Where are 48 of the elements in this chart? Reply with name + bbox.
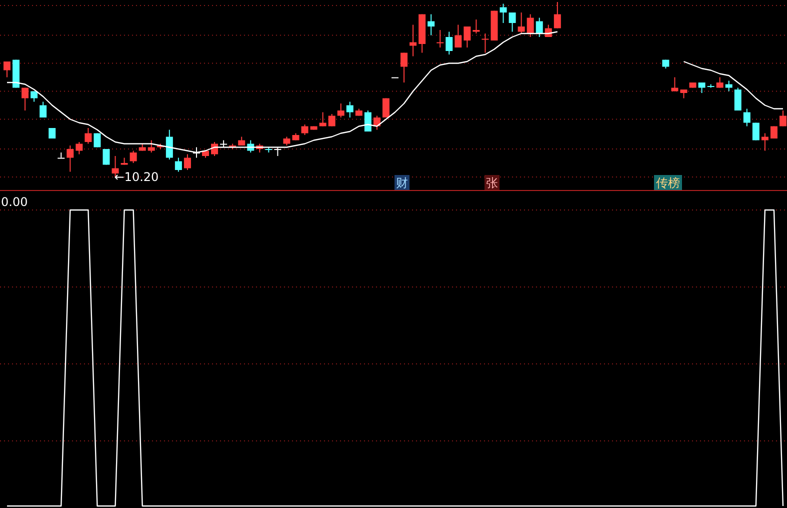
candlestick [400,52,408,83]
candlestick [734,87,742,111]
candlestick [184,154,191,170]
candlestick [743,108,750,127]
candlestick [301,124,308,136]
candlestick [22,87,29,111]
annotation: 张 [486,176,498,190]
candlestick [76,142,83,155]
candlestick [472,19,480,34]
candlestick [780,110,786,127]
annotation: 财 [396,176,408,190]
candlestick [84,128,92,144]
candlestick [554,2,561,29]
candlestick [671,76,678,92]
candlestick [518,12,525,34]
candlestick [94,132,101,148]
annotation: 传榜 [656,176,680,190]
candlestick [174,157,182,172]
candlestick [328,114,336,127]
candlestick [148,140,155,153]
candlestick [446,31,453,55]
candlestick [436,30,444,48]
candlestick [428,14,435,36]
candlestick [346,101,354,118]
candlestick [752,122,760,141]
candlestick [716,76,724,88]
candlestick [319,112,326,127]
candlestick [102,148,110,166]
candlestick [508,12,516,32]
candlestick [4,61,10,78]
candlestick [454,24,462,48]
candlestick [482,33,489,54]
candlestick [761,132,768,152]
candlestick [166,129,173,160]
candlestick [536,17,543,38]
candlestick [526,14,534,38]
candlestick [698,82,706,94]
candlestick [337,103,344,118]
annotation: ←10.20 [114,170,159,184]
candlestick [725,80,732,92]
candlestick [58,152,65,159]
candlestick [464,26,471,48]
candlestick [500,3,507,24]
candlestick [66,145,74,172]
candlestick [40,101,47,118]
candlestick [410,24,417,57]
candlestick [130,150,137,164]
text: 0.00 [1,195,28,209]
